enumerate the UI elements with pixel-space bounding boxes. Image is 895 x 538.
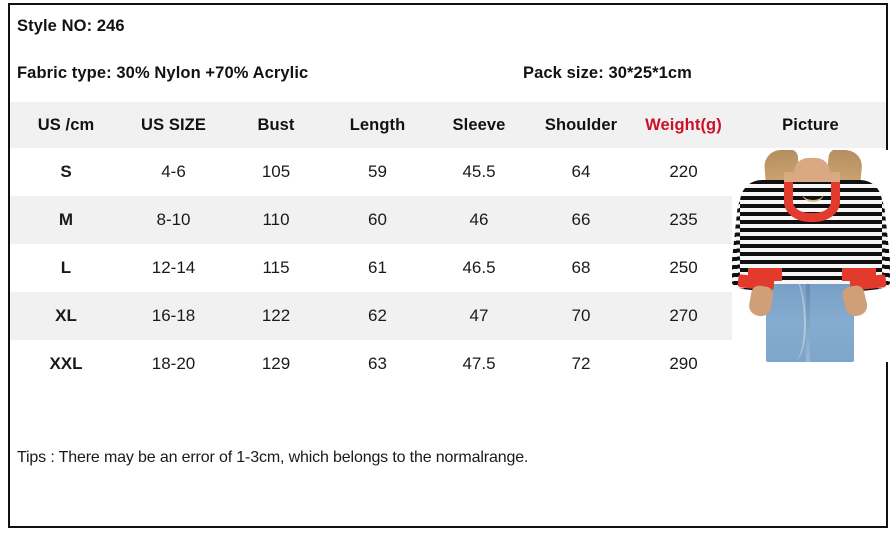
pack-size-line: Pack size: 30*25*1cm — [523, 64, 692, 82]
red-v-neck-trim — [784, 172, 840, 222]
size-table-header: US /cm US SIZE Bust Length Sleeve Should… — [10, 102, 886, 148]
cell-us-cm: M — [58, 210, 74, 229]
size-chart-sheet: Style NO: 246 Fabric type: 30% Nylon +70… — [8, 3, 890, 528]
cell-sleeve: 47 — [469, 306, 489, 325]
cell-shoulder: 64 — [571, 162, 591, 181]
cell-us-size: 4-6 — [161, 162, 186, 181]
cell-weight: 220 — [669, 162, 698, 181]
column-header-us-cm: US /cm — [37, 115, 95, 134]
column-header-us-size: US SIZE — [141, 115, 206, 134]
cell-bust: 115 — [262, 258, 290, 277]
cell-us-cm: XXL — [49, 354, 83, 373]
cell-weight: 270 — [669, 306, 698, 325]
necklace — [802, 184, 824, 202]
cell-sleeve: 47.5 — [462, 354, 496, 373]
cell-us-size: 8-10 — [156, 210, 191, 229]
column-header-bust: Bust — [257, 115, 295, 134]
cell-length: 61 — [368, 258, 387, 277]
column-header-weight: Weight(g) — [645, 115, 722, 134]
cell-sleeve: 46 — [469, 210, 489, 229]
model-illustration — [732, 150, 890, 362]
cell-shoulder: 70 — [571, 306, 591, 325]
cell-weight: 290 — [669, 354, 698, 373]
cell-bust: 105 — [261, 162, 291, 181]
cell-weight: 250 — [669, 258, 698, 277]
cell-bust: 110 — [262, 210, 290, 229]
table-row: L 12-14 115 61 46.5 68 250 — [10, 244, 886, 292]
cell-weight: 235 — [669, 210, 698, 229]
header-row: US /cm US SIZE Bust Length Sleeve Should… — [10, 102, 886, 148]
cell-sleeve: 46.5 — [462, 258, 496, 277]
column-header-length: Length — [349, 115, 406, 134]
cell-sleeve: 45.5 — [462, 162, 496, 181]
cell-us-cm: S — [60, 162, 72, 181]
cell-length: 59 — [368, 162, 387, 181]
product-meta-header: Style NO: 246 Fabric type: 30% Nylon +70… — [10, 5, 886, 102]
cell-us-cm: XL — [55, 306, 77, 325]
product-photo — [732, 150, 890, 362]
column-header-picture: Picture — [782, 115, 839, 134]
cell-shoulder: 72 — [571, 354, 591, 373]
cell-us-size: 18-20 — [151, 354, 196, 373]
cell-us-size: 12-14 — [151, 258, 196, 277]
cell-us-size: 16-18 — [151, 306, 196, 325]
cell-length: 62 — [368, 306, 387, 325]
cell-length: 60 — [368, 210, 387, 229]
cell-shoulder: 68 — [571, 258, 591, 277]
table-row: XXL 18-20 129 63 47.5 72 290 — [10, 340, 886, 388]
cell-length: 63 — [368, 354, 387, 373]
column-header-shoulder: Shoulder — [544, 115, 618, 134]
fabric-type-line: Fabric type: 30% Nylon +70% Acrylic — [17, 64, 309, 82]
tips-note: Tips : There may be an error of 1-3cm, w… — [17, 449, 529, 466]
column-header-sleeve: Sleeve — [452, 115, 506, 134]
cell-bust: 122 — [261, 306, 291, 325]
cell-us-cm: L — [60, 258, 72, 277]
cell-shoulder: 66 — [571, 210, 591, 229]
cell-bust: 129 — [261, 354, 291, 373]
style-no-line: Style NO: 246 — [17, 17, 125, 35]
